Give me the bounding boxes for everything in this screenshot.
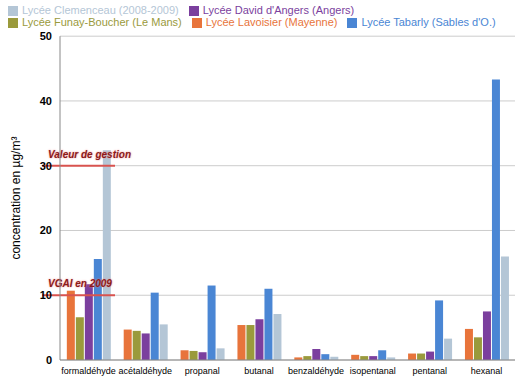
svg-text:0: 0 bbox=[46, 354, 52, 366]
svg-text:pentanal: pentanal bbox=[412, 366, 447, 376]
html-text:Lycée Lavoisier (Mayenne): Lycée Lavoisier (Mayenne) bbox=[205, 16, 338, 29]
svg-text:butanal: butanal bbox=[244, 366, 274, 376]
svg-text:hexanal: hexanal bbox=[471, 366, 503, 376]
svg-text:formaldéhyde: formaldéhyde bbox=[61, 366, 116, 376]
html-text:Lycée David d'Angers (Angers): Lycée David d'Angers (Angers) bbox=[202, 4, 355, 16]
svg-text:isopentanal: isopentanal bbox=[350, 366, 396, 376]
svg-text:acétaldéhyde: acétaldéhyde bbox=[119, 366, 173, 376]
html-text:Lycée Tabarly (Sables d'O.): Lycée Tabarly (Sables d'O.) bbox=[361, 16, 496, 29]
svg-text:40: 40 bbox=[40, 95, 52, 107]
svg-text:20: 20 bbox=[40, 224, 52, 236]
svg-text:Valeur de gestion: Valeur de gestion bbox=[48, 148, 131, 160]
svg-text:10: 10 bbox=[40, 289, 52, 301]
svg-text:propanal: propanal bbox=[185, 366, 220, 376]
svg-text:30: 30 bbox=[40, 160, 52, 172]
svg-text:concentration en µg/m³: concentration en µg/m³ bbox=[9, 137, 23, 260]
svg-text:50: 50 bbox=[40, 30, 52, 42]
html-text:Lycée Clemenceau (2008-2009): Lycée Clemenceau (2008-2009) bbox=[22, 4, 179, 16]
svg-text:VGAI en 2009: VGAI en 2009 bbox=[48, 278, 112, 289]
html-text:Lycée Funay-Boucher (Le Mans): Lycée Funay-Boucher (Le Mans) bbox=[22, 16, 182, 29]
svg-text:benzaldéhyde: benzaldéhyde bbox=[288, 366, 344, 376]
